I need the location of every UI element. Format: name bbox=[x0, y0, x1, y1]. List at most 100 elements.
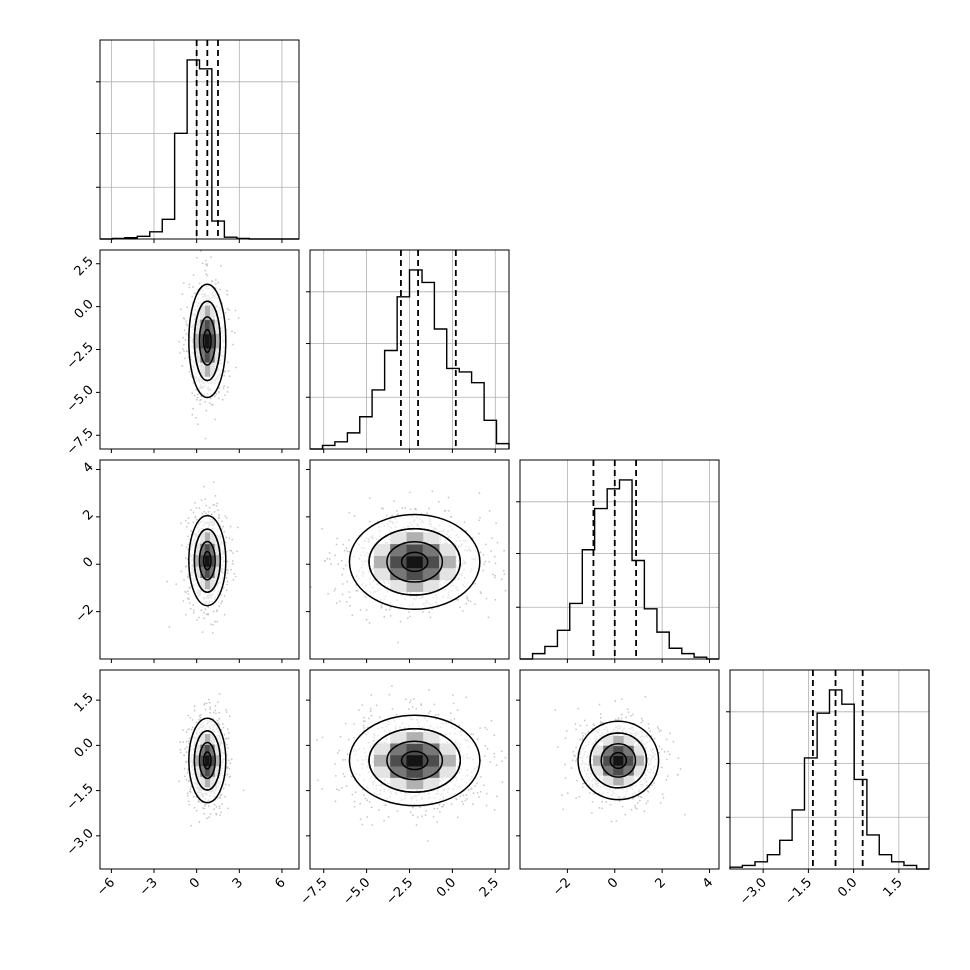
density-core-cell bbox=[209, 566, 215, 578]
y-tick-label: −7.5 bbox=[64, 425, 97, 458]
density-core-cell bbox=[214, 755, 220, 767]
density-core-cell bbox=[205, 776, 211, 788]
density-core-cell bbox=[593, 755, 604, 766]
density-core-cell bbox=[200, 744, 206, 756]
x-tick-label: 0.0 bbox=[434, 875, 459, 900]
contour-inner-2 bbox=[400, 551, 429, 573]
contour-inner-0 bbox=[589, 732, 648, 789]
scatter-panel-1-3 bbox=[309, 669, 510, 870]
x-tick-label: −1.5 bbox=[782, 875, 815, 908]
density-core-cell bbox=[613, 765, 624, 776]
panel-content bbox=[316, 685, 507, 842]
contour-inner-2 bbox=[202, 328, 212, 353]
density-core-cell bbox=[209, 555, 215, 567]
density-core-cell bbox=[613, 755, 624, 766]
panel-frame bbox=[99, 459, 300, 660]
contour-inner-2 bbox=[400, 750, 429, 771]
density-core-cell bbox=[390, 766, 407, 778]
density-core-cell bbox=[603, 745, 614, 756]
density-core-cell bbox=[205, 755, 211, 767]
density-core-cell bbox=[406, 544, 424, 557]
density-core-cell bbox=[439, 555, 456, 569]
histogram-step bbox=[520, 479, 719, 660]
panel-frame bbox=[99, 39, 300, 240]
y-tick-label: −2.5 bbox=[64, 340, 97, 373]
density-core-cell bbox=[422, 754, 440, 767]
density-core-cell bbox=[439, 754, 456, 767]
panel-content bbox=[178, 693, 245, 827]
contour-inner-1 bbox=[600, 743, 637, 778]
density-core-cell bbox=[205, 362, 211, 377]
density-core-cell bbox=[205, 319, 211, 335]
density-core-cell bbox=[205, 333, 211, 349]
density-core-cell bbox=[406, 555, 424, 569]
density-core-cell bbox=[200, 566, 206, 578]
panel-content bbox=[178, 250, 240, 440]
scatter-panel-1-2 bbox=[309, 459, 510, 660]
density-core-cell bbox=[623, 755, 634, 766]
panel-frame bbox=[729, 669, 930, 870]
hist-panel-3 bbox=[726, 669, 930, 870]
y-tick-label: 2.5 bbox=[72, 254, 97, 279]
density-core-cell bbox=[390, 754, 407, 767]
density-core-cell bbox=[200, 543, 206, 556]
density-core-cell bbox=[390, 555, 407, 569]
panel-frame bbox=[99, 669, 300, 870]
density-core-cell bbox=[195, 755, 201, 767]
hist-panel-1 bbox=[306, 249, 510, 450]
x-tick-label: 6 bbox=[272, 875, 288, 891]
contour-inner-2 bbox=[202, 550, 212, 571]
density-core-cell bbox=[406, 766, 424, 778]
histogram-step bbox=[729, 689, 929, 870]
density-core-cell bbox=[205, 555, 211, 567]
density-core-cell bbox=[373, 754, 391, 767]
density-core-cell bbox=[406, 743, 424, 756]
density-core-cell bbox=[205, 577, 211, 590]
density-core-cell bbox=[406, 579, 424, 592]
density-core-cell bbox=[195, 333, 201, 349]
scatter-panel-2-3 bbox=[519, 669, 720, 870]
density-core-cell bbox=[205, 305, 211, 321]
density-core-cell bbox=[603, 765, 614, 776]
density-core-cell bbox=[205, 744, 211, 756]
density-core-cell bbox=[209, 347, 215, 363]
x-tick-label: −3.0 bbox=[737, 875, 770, 908]
x-tick-label: −2.5 bbox=[383, 875, 416, 908]
density-core-cell bbox=[406, 732, 424, 744]
x-tick-label: −3 bbox=[137, 875, 161, 899]
density-core-cell bbox=[422, 743, 440, 756]
density-core-cell bbox=[406, 754, 424, 767]
contour-inner-1 bbox=[198, 316, 216, 366]
contour-inner-0 bbox=[193, 300, 222, 382]
density-core-cell bbox=[422, 567, 440, 581]
density-core-cell bbox=[209, 333, 215, 349]
panel-frame bbox=[519, 459, 720, 660]
x-tick-label: 2.5 bbox=[477, 875, 502, 900]
y-tick-label: −5.0 bbox=[64, 383, 97, 416]
panel-background bbox=[520, 460, 719, 659]
contour-inner-1 bbox=[198, 540, 216, 581]
hist-panel-2 bbox=[516, 459, 720, 660]
density-core-cell bbox=[205, 566, 211, 578]
contour-inner-0 bbox=[193, 730, 222, 791]
contour-inner-2 bbox=[609, 751, 628, 770]
density-core-cell bbox=[623, 745, 634, 756]
density-core-cell bbox=[209, 319, 215, 335]
density-core-cell bbox=[205, 734, 211, 746]
scatter-panel-0-2 bbox=[99, 459, 300, 660]
contour-inner-1 bbox=[198, 741, 216, 780]
density-core-cell bbox=[200, 347, 206, 363]
density-core-cell bbox=[214, 333, 220, 349]
density-core-cell bbox=[390, 567, 407, 581]
y-tick-label: 4 bbox=[80, 460, 96, 476]
histogram-step bbox=[310, 269, 510, 450]
panel-frame bbox=[519, 669, 720, 870]
x-tick-label: 0 bbox=[605, 875, 621, 891]
x-tick-label: 0 bbox=[187, 875, 203, 891]
density-core-cell bbox=[200, 765, 206, 777]
density-core-cell bbox=[205, 532, 211, 545]
density-core-cell bbox=[205, 765, 211, 777]
density-core-cell bbox=[390, 743, 407, 756]
contour-inner-0 bbox=[193, 528, 222, 593]
